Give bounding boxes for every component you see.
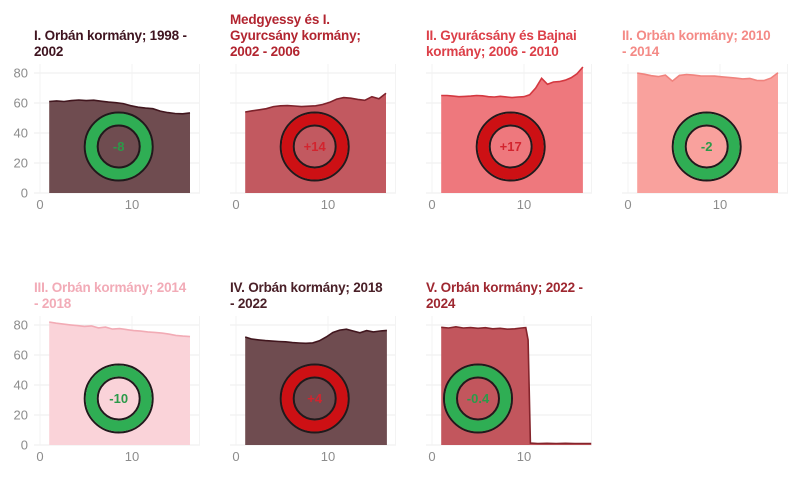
x-tick-label: 0 [428,197,435,212]
chart-panel-medgyessy-gyurcsany: Medgyessy és I. Gyurcsány kormány; 2002 … [200,8,396,212]
area-fill [637,72,778,193]
badge-value: +14 [304,139,327,154]
area-chart-svg: -0.4 0 10 [426,316,592,464]
y-tick-label: 0 [21,186,28,201]
badge-ring-outer-outline [279,363,350,434]
badge-ring [281,365,348,432]
chart-panel-orban-2: II. Orbán kormány; 2010 - 2014 -2 0 10 [592,8,788,212]
chart-plot: +17 0 10 [396,60,592,212]
small-multiples-grid: I. Orbán kormány; 1998 - 2002 -8 0 10 0 20 40… [4,8,788,464]
badge-value: +17 [500,139,522,154]
chart-panel-orban-4: IV. Orbán kormány; 2018 - 2022 +4 0 10 [200,260,396,464]
x-tick-label: 0 [232,197,239,212]
area-chart-svg: +14 0 10 [230,64,396,212]
badge-ring-outer-outline [671,111,742,182]
badge-ring-inner-outline [292,376,337,421]
chart-plot: -0.4 0 10 [396,312,592,464]
badge-ring-outer-outline [83,111,154,182]
x-tick-label: 10 [321,197,335,212]
area-chart-svg: +4 0 10 [230,316,396,464]
x-tick-label: 0 [36,197,43,212]
area-top-line [49,99,191,115]
x-tick-label: 10 [125,449,139,464]
x-tick-label: 10 [125,197,139,212]
x-tick-label: 0 [624,197,631,212]
y-tick-label: 60 [14,96,28,111]
area-fill [49,100,191,193]
area-chart-svg: -2 0 10 [622,64,788,212]
badge-value: -2 [701,139,713,154]
area-top-line [637,72,779,83]
badge-ring-outer-outline [279,111,350,182]
chart-plot: +14 0 10 [200,60,396,212]
badge-ring-inner-outline [292,124,337,169]
badge-ring-outer-outline [443,363,513,434]
badge-value: -8 [113,139,125,154]
badge-value: -0.4 [467,391,490,406]
x-tick-label: 0 [232,449,239,464]
chart-title: IV. Orbán kormány; 2018 - 2022 [230,280,383,311]
area-top-line [244,328,387,345]
y-tick-label: 20 [14,156,28,171]
y-tick-label: 80 [14,66,28,81]
badge-ring [477,113,544,180]
chart-panel-orban-3: III. Orbán kormány; 2014 - 2018 -10 0 10 0 2… [4,260,200,464]
y-tick-label: 80 [14,318,28,333]
area-chart-svg: +17 0 10 [426,64,592,212]
chart-plot: -8 0 10 0 20 40 60 80 [4,60,200,212]
x-tick-label: 0 [36,449,43,464]
badge-ring-inner-outline [684,124,729,169]
badge-ring [673,113,740,180]
area-top-line [441,325,592,445]
chart-title: I. Orbán kormány; 1998 - 2002 [34,28,187,59]
chart-panel-orban-1: I. Orbán kormány; 1998 - 2002 -8 0 10 0 20 40… [4,8,200,212]
x-tick-label: 10 [321,449,335,464]
badge-ring-inner-outline [96,124,141,169]
y-tick-label: 60 [14,348,28,363]
y-tick-label: 40 [14,378,28,393]
badge-ring-inner-outline [488,124,533,169]
badge-value: +4 [307,391,323,406]
badge-ring-inner-outline [456,376,500,421]
chart-title: II. Orbán kormány; 2010 - 2014 [622,28,771,59]
chart-title: II. Gyurácsány és Bajnai kormány; 2006 -… [426,28,577,59]
badge-ring-outer-outline [83,363,154,434]
area-chart-svg: -8 0 10 0 20 40 60 80 [14,64,200,212]
badge-ring [281,113,348,180]
area-top-line [441,66,584,99]
y-tick-label: 0 [21,438,28,453]
area-chart-svg: -10 0 10 0 20 40 60 80 [14,316,200,464]
x-tick-label: 10 [713,197,727,212]
chart-title: III. Orbán kormány; 2014 - 2018 [34,280,187,311]
chart-plot: -10 0 10 0 20 40 60 80 [4,312,200,464]
chart-panel-orban-5: V. Orbán kormány; 2022 - 2024 -0.4 0 10 [396,260,592,464]
badge-value: -10 [109,391,128,406]
area-fill [441,326,592,445]
y-tick-label: 40 [14,126,28,141]
badge-ring [445,365,511,432]
x-tick-label: 10 [517,449,531,464]
area-fill [245,93,386,193]
badge-ring [85,113,152,180]
badge-ring [85,365,152,432]
area-fill [441,67,583,193]
area-fill [49,322,191,445]
chart-title: V. Orbán kormány; 2022 - 2024 [426,280,583,311]
chart-plot: +4 0 10 [200,312,396,464]
area-fill [245,329,387,445]
chart-title: Medgyessy és I. Gyurcsány kormány; 2002 … [230,12,361,59]
area-top-line [245,92,387,113]
chart-plot: -2 0 10 [592,60,788,212]
chart-panel-gyurcsany-bajnai: II. Gyurácsány és Bajnai kormány; 2006 -… [396,8,592,212]
y-tick-label: 20 [14,408,28,423]
x-tick-label: 10 [517,197,531,212]
badge-ring-inner-outline [96,376,141,421]
x-tick-label: 0 [428,449,435,464]
badge-ring-outer-outline [475,111,546,182]
area-top-line [49,321,191,338]
